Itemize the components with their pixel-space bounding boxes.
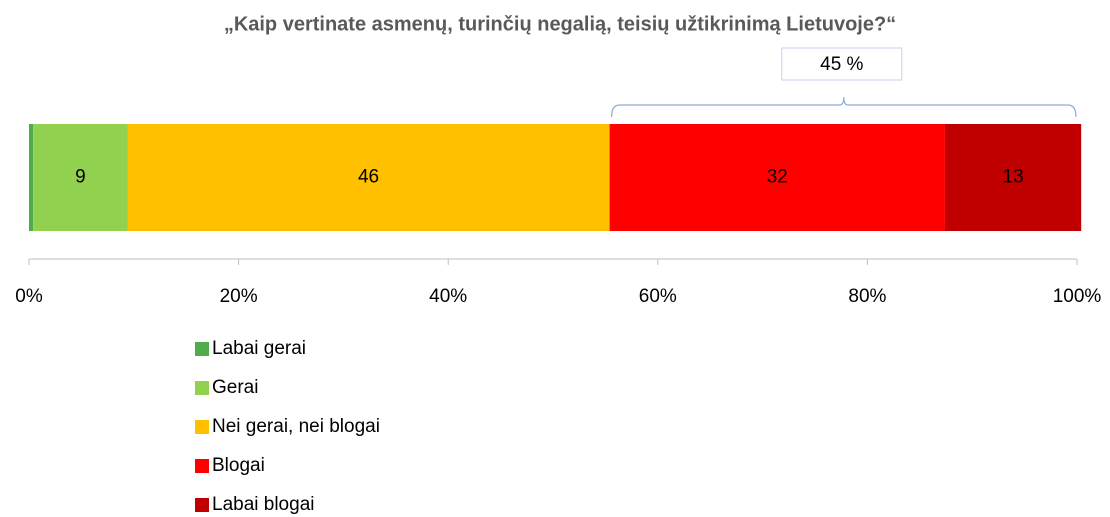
legend-swatch [195,381,209,395]
data-label: 46 [358,167,379,188]
bar-segment [33,124,128,231]
bar-segment [944,124,1082,231]
annotation-box [781,47,903,81]
x-tick-label: 20% [220,286,258,307]
x-tick-label: 100% [1053,286,1102,307]
data-label: 32 [767,167,788,188]
x-tick-label: 0% [15,286,43,307]
data-label: 13 [1003,167,1024,188]
legend-label: Labai blogai [212,494,314,515]
annotation: 45 % [820,54,863,75]
x-tick-label: 40% [429,286,467,307]
bar-segment [609,124,945,231]
data-label: 9 [75,167,86,188]
x-tick-label: 60% [639,286,677,307]
bar-segment [127,124,610,231]
legend-label: Nei gerai, nei blogai [212,416,380,437]
x-tick-label: 80% [848,286,886,307]
legend-label: Gerai [212,377,258,398]
bar-segment [29,124,34,231]
legend-swatch [195,342,209,356]
legend-swatch [195,420,209,434]
legend-label: Blogai [212,455,265,476]
chart-title: „Kaip vertinate asmenų, turinčių negalią… [224,13,896,35]
legend-swatch [195,498,209,512]
legend-label: Labai gerai [212,338,306,359]
bracket [610,96,1077,118]
legend-swatch [195,459,209,473]
